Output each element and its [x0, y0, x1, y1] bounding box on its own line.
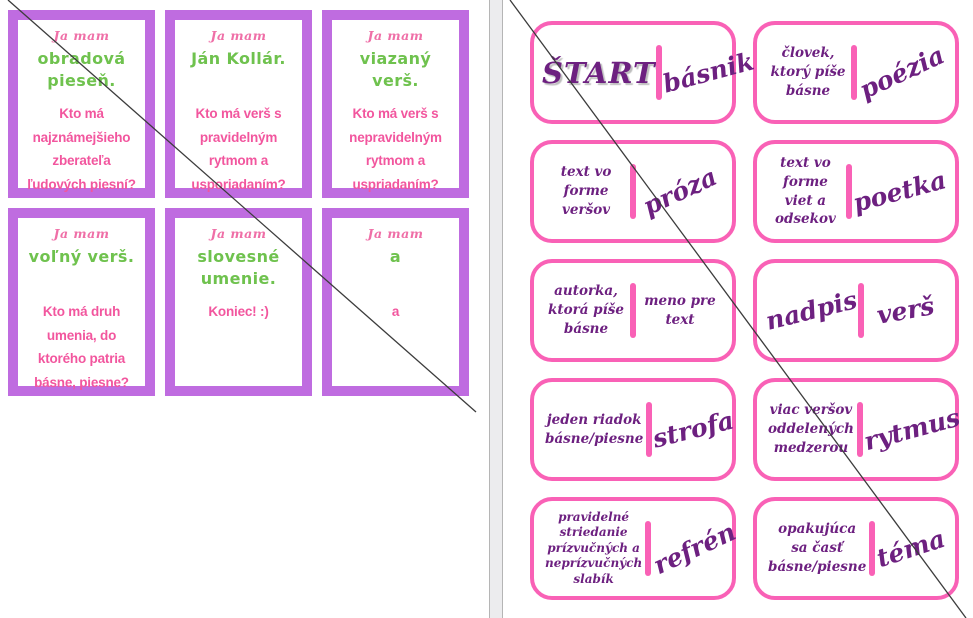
- domino-card-grid: ŠTART básnik človek, ktorý píše básne po…: [530, 21, 963, 600]
- domino-divider: [851, 44, 858, 101]
- domino-left-text: opakujúca sa časť básne/piesne: [768, 521, 867, 575]
- domino-left-text: ŠTART: [542, 55, 656, 90]
- card-answer: Ján Kollár.: [191, 49, 286, 68]
- ja-mam-card-grid: Ja mam obradová pieseň. Kto má najznámej…: [8, 10, 469, 396]
- card-header: Ja mam: [210, 226, 267, 241]
- ja-mam-card-6: Ja mam a a: [322, 208, 469, 396]
- card-question: Kto má verš s nepravidelným rytmom a usp…: [349, 106, 442, 192]
- card-answer: obradová pieseň.: [37, 49, 126, 90]
- card-header: Ja mam: [53, 226, 110, 241]
- domino-left-text: autorka, ktorá píše básne: [548, 283, 624, 337]
- domino-start-basnik: ŠTART básnik: [530, 21, 757, 124]
- card-question: Kto má verš s pravidelným rytmom a uspor…: [191, 106, 286, 192]
- ja-mam-card-2: Ja mam Ján Kollár. Kto má verš s pravide…: [165, 10, 312, 198]
- domino-autorka-meno: autorka, ktorá píše básne meno pre text: [530, 259, 736, 362]
- domino-nadpis-vers: nadpis verš: [753, 259, 959, 362]
- domino-divider: [630, 163, 637, 220]
- card-answer: a: [389, 247, 402, 266]
- domino-right-text: meno pre text: [644, 292, 716, 328]
- card-question: Kto má druh umenia, do ktorého patria bá…: [34, 304, 129, 390]
- domino-text-proza: text vo forme veršov próza: [530, 140, 736, 243]
- card-answer: viazaný verš.: [359, 49, 432, 90]
- domino-cast-tema: opakujúca sa časť básne/piesne téma: [753, 497, 959, 600]
- ja-mam-card-1: Ja mam obradová pieseň. Kto má najznámej…: [8, 10, 155, 198]
- domino-left-text: text vo forme viet a odsekov: [775, 154, 836, 228]
- domino-left-text: jeden riadok básne/piesne: [545, 411, 644, 447]
- domino-striedanie-refren: pravidelné striedanie prízvučných a nepr…: [530, 497, 740, 600]
- domino-left-text: pravidelné striedanie prízvučných a nepr…: [545, 509, 643, 586]
- domino-right-word: rytmus: [860, 402, 963, 457]
- domino-right-word: téma: [873, 523, 949, 574]
- card-question: Koniec! :): [208, 304, 269, 319]
- domino-right-word: poézia: [855, 40, 949, 105]
- card-header: Ja mam: [53, 28, 110, 43]
- card-answer: voľný verš.: [28, 247, 135, 266]
- domino-right-word: refrén: [649, 516, 741, 581]
- domino-divider: [645, 520, 652, 577]
- card-answer: slovesné umenie.: [197, 247, 280, 288]
- domino-left-text: text vo forme veršov: [560, 164, 612, 218]
- page-left: Ja mam obradová pieseň. Kto má najznámej…: [7, 0, 490, 618]
- ja-mam-card-4: Ja mam voľný verš. Kto má druh umenia, d…: [8, 208, 155, 396]
- card-header: Ja mam: [210, 28, 267, 43]
- domino-right-word: strofa: [649, 405, 737, 454]
- domino-text-poetka: text vo forme viet a odsekov poetka: [753, 140, 959, 243]
- ja-mam-card-3: Ja mam viazaný verš. Kto má verš s nepra…: [322, 10, 469, 198]
- domino-clovek-poezia: človek, ktorý píše básne poézia: [753, 21, 959, 124]
- page-right: ŠTART básnik človek, ktorý píše básne po…: [502, 0, 973, 618]
- domino-versov-rytmus: viac veršov oddelených medzerou rytmus: [753, 378, 963, 481]
- domino-left-text: viac veršov oddelených medzerou: [768, 402, 854, 456]
- domino-right-word: poetka: [849, 165, 950, 218]
- card-question: a: [391, 304, 400, 319]
- page-gutter: [490, 0, 502, 618]
- card-question: Kto má najznámejšieho zberateľa ľudových…: [27, 106, 136, 192]
- domino-right-word: básnik: [659, 46, 757, 99]
- domino-right-word: próza: [638, 161, 722, 222]
- domino-riadok-strofa: jeden riadok básne/piesne strofa: [530, 378, 737, 481]
- ja-mam-card-5: Ja mam slovesné umenie. Koniec! :): [165, 208, 312, 396]
- domino-left-text: človek, ktorý píše básne: [770, 45, 846, 99]
- card-header: Ja mam: [367, 28, 424, 43]
- domino-right-word: verš: [874, 291, 937, 330]
- card-header: Ja mam: [367, 226, 424, 241]
- domino-left-word: nadpis: [762, 285, 861, 336]
